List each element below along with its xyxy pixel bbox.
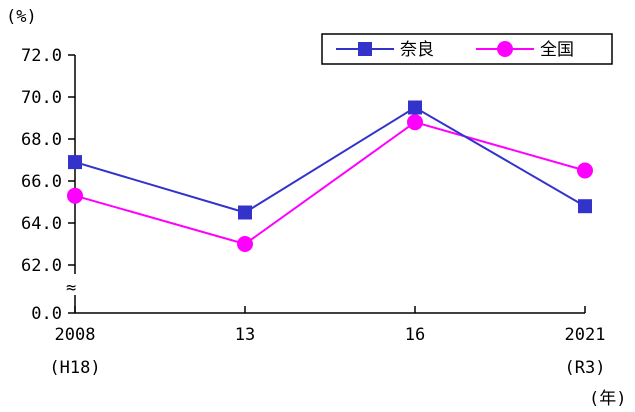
data-point-0-2 [408, 100, 422, 115]
x-tick-label: 16 [405, 325, 425, 345]
legend: 奈良 全国 [321, 33, 613, 65]
series-layer [67, 100, 593, 252]
y-tick-label: 70.0 [21, 88, 62, 108]
data-point-1-1 [237, 236, 253, 252]
x-tick-label: 2008 [55, 325, 96, 345]
tick-labels: 72.0 70.0 68.0 66.0 64.0 62.0 0.0≈2008 (H18) 13 1… [21, 46, 605, 378]
y-axis-label: (%) [6, 7, 37, 27]
data-point-0-3 [578, 199, 592, 214]
data-point-1-0 [67, 187, 83, 204]
x-tick-label: 13 [235, 325, 255, 345]
series-line-0 [74, 106, 586, 214]
legend-label-zenkoku: 全国 [540, 40, 574, 60]
legend-marker-zenkoku [497, 41, 513, 57]
series-line-1 [74, 121, 586, 246]
data-point-1-2 [407, 114, 423, 131]
x-tick-sublabel: (R3) [565, 358, 606, 378]
y-tick-label: 64.0 [21, 214, 62, 234]
y-tick-label: 72.0 [21, 46, 62, 66]
legend-label-nara: 奈良 [400, 40, 434, 60]
y-tick-label: 68.0 [21, 130, 62, 150]
data-point-0-1 [238, 205, 252, 220]
x-tick-label: 2021 [565, 325, 606, 345]
y-tick-label: 66.0 [21, 172, 62, 192]
data-point-1-3 [577, 162, 593, 179]
legend-marker-nara [358, 42, 372, 56]
axis-break-symbol: ≈ [66, 278, 76, 298]
data-point-0-0 [68, 155, 82, 170]
y-tick-label: 0.0 [31, 304, 62, 324]
x-tick-sublabel: (H18) [49, 358, 100, 378]
x-axis-label: (年) [589, 389, 626, 409]
y-tick-label: 62.0 [21, 256, 62, 276]
